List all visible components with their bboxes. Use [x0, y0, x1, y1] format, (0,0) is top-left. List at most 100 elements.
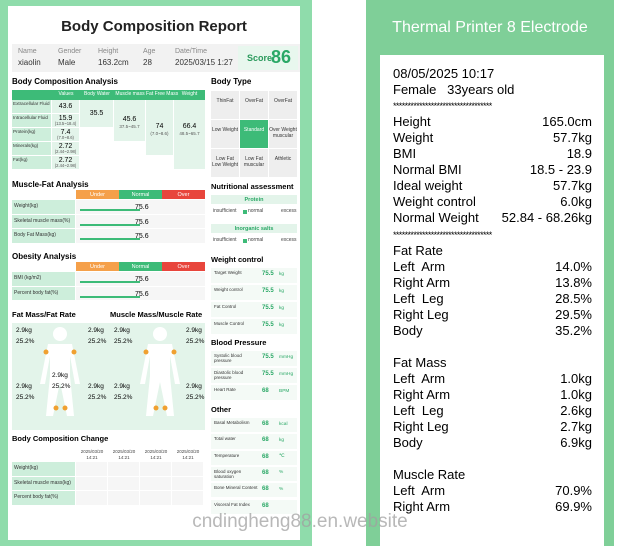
body-type-cell [269, 149, 297, 177]
row-value: 75.6 [135, 290, 149, 298]
kv-unit: % [279, 486, 284, 492]
scale-band [76, 262, 119, 271]
kv-label: Heart Rate [214, 387, 236, 392]
receipt-value: 6.0kg [560, 194, 592, 210]
kv-label: Visceral Fat Index [214, 501, 250, 507]
change-cell [108, 491, 139, 505]
kv-row [211, 268, 297, 283]
row-value: 75.6 [135, 218, 149, 226]
change-time: 14:21 [86, 455, 98, 460]
row-value: 7.4 [60, 129, 71, 136]
row-label-cell [12, 462, 75, 476]
row-label-cell [12, 286, 75, 300]
segment-mass: 2.9kg [186, 327, 202, 334]
row-label: Body Fat Mass(kg) [14, 232, 56, 238]
scale-band [162, 262, 205, 271]
receipt-value: 1.0kg [560, 387, 592, 402]
receipt-label: Left Arm [393, 483, 446, 499]
row-label: Intracellular Fluid [13, 115, 48, 120]
row-label: Percent body fat(%) [14, 289, 59, 296]
row-value: 75.6 [135, 204, 149, 211]
row-label: Extracellular Fluid [13, 101, 50, 106]
receipt-label: Fat Mass [393, 354, 447, 370]
info-label: Gender [58, 48, 82, 55]
row-label: Weight(kg) [14, 465, 39, 471]
receipt-label: Right Arm [393, 499, 451, 515]
table-header-cell: Weight [181, 91, 198, 97]
value-cell [52, 156, 79, 169]
level: excess [281, 237, 297, 243]
row-range: (2.44~2.98) [54, 149, 77, 154]
body-type-cell [211, 149, 239, 177]
kv-label: Target Weight [214, 270, 242, 275]
kv-label: Total water [214, 436, 236, 442]
check-box [243, 210, 247, 214]
body-type-label: Standard [243, 127, 265, 133]
body-type-label: OverFat [273, 98, 293, 104]
info-value: 2025/03/15 1:27 [175, 58, 233, 67]
check-box [243, 239, 247, 243]
receipt-label: Female 33years old [393, 82, 515, 98]
segment-mass: 2.9kg [186, 383, 202, 390]
receipt-label: Body [393, 435, 423, 451]
row-value: 2.72 [58, 157, 73, 164]
kv-value: 75.5 [262, 322, 274, 328]
kv-value: 68 [262, 486, 269, 493]
table-header [12, 90, 205, 100]
kv-unit: kg [279, 271, 285, 277]
info-value: 28 [143, 58, 152, 67]
receipt-label: Weight [393, 130, 434, 146]
ffm-cell [146, 100, 173, 155]
change-date: 2025/03/20 [80, 449, 104, 454]
change-cell [108, 462, 139, 476]
section-title: Other [211, 405, 232, 414]
segment-rate: 25.2% [88, 338, 107, 345]
change-time: 14:21 [150, 455, 162, 460]
row-value: 2.72 [58, 143, 73, 150]
info-label: Name [18, 48, 37, 55]
kv-row [211, 319, 297, 334]
scale-band [76, 190, 119, 199]
kv-row [211, 418, 297, 433]
kv-row [211, 351, 297, 366]
row-bar [80, 281, 140, 283]
segment-rate: 25.2% [114, 394, 133, 401]
body-type-label: Athletic [274, 156, 292, 162]
change-date: 2025/03/20 [112, 449, 136, 454]
receipt-label: 08/05/2025 10:17 [393, 66, 495, 81]
kv-label: Basal Metabolism [214, 420, 250, 425]
body-type-cell [240, 149, 268, 177]
segment-mass: 2.9kg [88, 327, 104, 334]
receipt-value: 70.9% [555, 483, 592, 499]
kv-row [211, 466, 297, 482]
receipt-value: 2.6kg [560, 403, 592, 419]
kv-value: 68 [262, 453, 269, 460]
figure [40, 327, 180, 416]
cell-range: 37.5~45.7 [119, 124, 140, 129]
kv-label: Muscle Control [214, 321, 245, 326]
table-header-cell: Body Water [84, 91, 110, 97]
section-title: Weight control [211, 255, 264, 264]
row-label: Minerals(kg) [13, 143, 39, 148]
kv-row [211, 434, 297, 449]
kv-value: 68 [262, 421, 269, 427]
change-cell [76, 491, 107, 505]
table-header-cell: Muscle mass [115, 91, 145, 97]
body-type-label: ThinFat [216, 98, 234, 104]
row-value: 15.9 [58, 115, 73, 122]
separator: ********************************** [393, 101, 492, 112]
change-time: 14:21 [118, 455, 130, 460]
info-label: Date/Time [175, 48, 208, 55]
level: normal [248, 237, 264, 243]
row-label: Percent body fat(%) [14, 494, 59, 500]
change-date: 2025/03/20 [176, 449, 200, 454]
value-cell [52, 128, 79, 141]
level: normal [248, 208, 264, 214]
group-bar [211, 195, 297, 204]
scale-label: Normal [131, 192, 150, 198]
row-bar [80, 295, 140, 298]
change-cell [172, 462, 203, 476]
scale-label: Normal [131, 264, 150, 270]
level: insufficient [213, 208, 237, 214]
change-cell [140, 462, 171, 476]
